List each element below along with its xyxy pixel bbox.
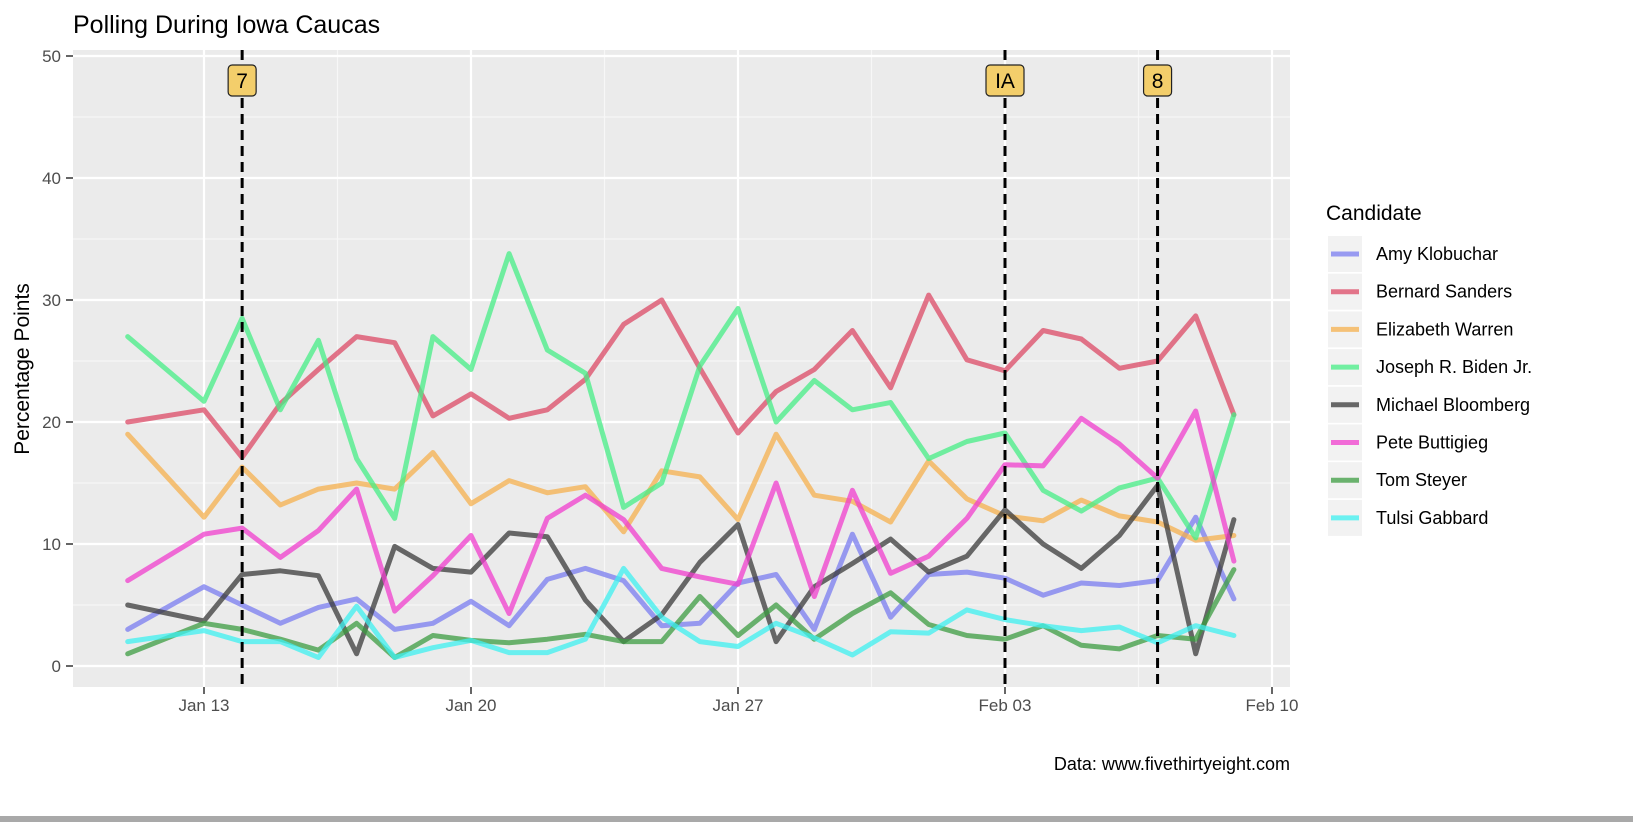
x-tick-label: Jan 13 <box>178 696 229 715</box>
legend: Candidate Amy Klobuchar Bernard Sanders El… <box>1326 202 1532 536</box>
y-tick-label: 30 <box>42 291 61 310</box>
series-lines <box>125 251 1237 660</box>
series-line-amy-klobuchar <box>125 514 1237 632</box>
event-markers: 7 IA 8 <box>227 50 1173 687</box>
y-axis-label: Percentage Points <box>11 283 34 455</box>
y-tick-label: 40 <box>42 169 61 188</box>
series-line-pete-buttigieg <box>125 408 1237 616</box>
event-label-box <box>227 64 257 97</box>
minor-gridlines <box>73 50 1290 687</box>
series-line-tom-steyer <box>125 567 1237 660</box>
legend-entry-label: Amy Klobuchar <box>1376 244 1498 264</box>
x-axis: Jan 13 Jan 20 Jan 27 Feb 03 Feb 10 <box>178 687 1298 715</box>
y-tick-label: 20 <box>42 413 61 432</box>
event-label: 7 <box>236 70 248 93</box>
series-line-joseph-r-biden-jr <box>125 251 1237 541</box>
series-line-michael-bloomberg <box>125 482 1237 657</box>
event-label: 8 <box>1152 70 1164 93</box>
legend-entry-label: Bernard Sanders <box>1376 282 1512 302</box>
y-tick-label: 50 <box>42 47 61 66</box>
legend-entry-label: Pete Buttigieg <box>1376 433 1488 453</box>
y-tick-label: 0 <box>52 657 61 676</box>
event-label-box <box>1142 64 1173 97</box>
legend-entry-label: Elizabeth Warren <box>1376 319 1513 339</box>
x-tick-label: Jan 20 <box>445 696 496 715</box>
series-line-elizabeth-warren <box>125 431 1237 543</box>
legend-title: Candidate <box>1326 202 1422 225</box>
y-axis: 0 10 20 30 40 50 <box>42 47 73 676</box>
x-tick-label: Feb 10 <box>1246 696 1299 715</box>
event-label: IA <box>995 70 1015 93</box>
x-tick-label: Jan 27 <box>712 696 763 715</box>
y-tick-label: 10 <box>42 535 61 554</box>
x-tick-label: Feb 03 <box>979 696 1032 715</box>
window-bottom-border <box>0 816 1633 822</box>
legend-entry-label: Tom Steyer <box>1376 470 1467 490</box>
legend-entry-label: Tulsi Gabbard <box>1376 508 1488 528</box>
plot-panel <box>73 50 1290 687</box>
legend-entry-label: Joseph R. Biden Jr. <box>1376 357 1532 377</box>
data-source-caption: Data: www.fivethirtyeight.com <box>1054 754 1290 774</box>
legend-entry-label: Michael Bloomberg <box>1376 395 1530 415</box>
chart-title: Polling During Iowa Caucas <box>73 11 380 39</box>
event-label-box <box>985 64 1025 97</box>
series-line-tulsi-gabbard <box>125 565 1237 660</box>
